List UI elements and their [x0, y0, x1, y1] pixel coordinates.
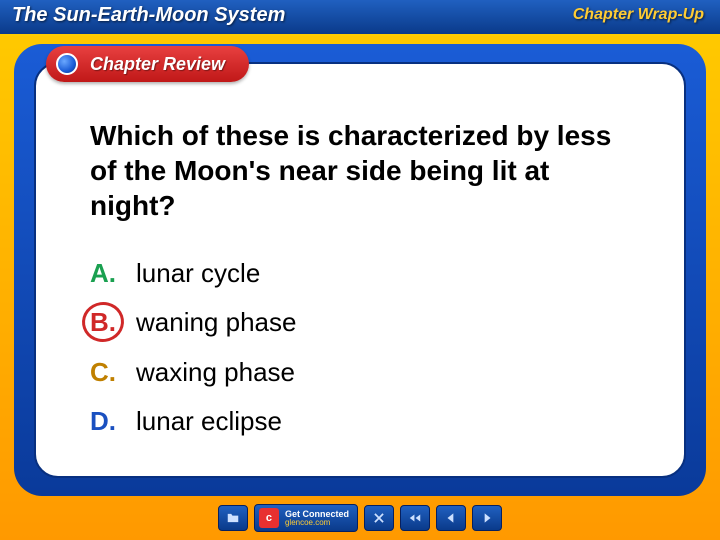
option-d[interactable]: D. lunar eclipse	[90, 397, 640, 446]
prev-button[interactable]	[436, 505, 466, 531]
chapter-wrapup-label: Chapter Wrap-Up	[573, 6, 704, 24]
nav-bar: c Get Connected glencoe.com	[0, 496, 720, 540]
first-button[interactable]	[400, 505, 430, 531]
close-button[interactable]	[364, 505, 394, 531]
option-b[interactable]: B. waning phase	[90, 298, 640, 347]
connect-text: Get Connected glencoe.com	[285, 510, 349, 527]
option-b-text: waning phase	[136, 307, 296, 337]
close-icon	[372, 511, 386, 525]
review-bullet-icon	[56, 53, 78, 75]
rewind-icon	[408, 511, 422, 525]
option-d-text: lunar eclipse	[136, 406, 282, 436]
option-c[interactable]: C. waxing phase	[90, 348, 640, 397]
get-connected-button[interactable]: c Get Connected glencoe.com	[254, 504, 358, 532]
option-b-letter: B.	[90, 298, 126, 347]
option-a-letter: A.	[90, 249, 126, 298]
content-panel: Which of these is characterized by less …	[34, 62, 686, 478]
header-bar: The Sun-Earth-Moon System Chapter Wrap-U…	[0, 0, 720, 36]
review-tab-label: Chapter Review	[90, 54, 225, 75]
option-a[interactable]: A. lunar cycle	[90, 249, 640, 298]
next-button[interactable]	[472, 505, 502, 531]
connect-logo-icon: c	[259, 508, 279, 528]
folder-icon	[226, 511, 240, 525]
slide-frame: The Sun-Earth-Moon System Chapter Wrap-U…	[0, 0, 720, 540]
option-d-letter: D.	[90, 397, 126, 446]
option-a-text: lunar cycle	[136, 258, 260, 288]
options-list: A. lunar cycle B. waning phase C. waxing…	[90, 249, 640, 447]
question-text: Which of these is characterized by less …	[90, 118, 640, 223]
chapter-review-tab: Chapter Review	[46, 46, 249, 82]
option-c-letter: C.	[90, 348, 126, 397]
connect-line2: glencoe.com	[285, 519, 349, 527]
chevron-left-icon	[444, 511, 458, 525]
resources-button[interactable]	[218, 505, 248, 531]
option-c-text: waxing phase	[136, 357, 295, 387]
chapter-title: The Sun-Earth-Moon System	[12, 4, 285, 27]
chevron-right-icon	[480, 511, 494, 525]
